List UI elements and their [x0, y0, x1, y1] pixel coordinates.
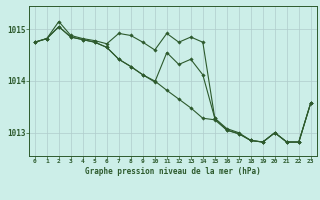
X-axis label: Graphe pression niveau de la mer (hPa): Graphe pression niveau de la mer (hPa): [85, 167, 261, 176]
